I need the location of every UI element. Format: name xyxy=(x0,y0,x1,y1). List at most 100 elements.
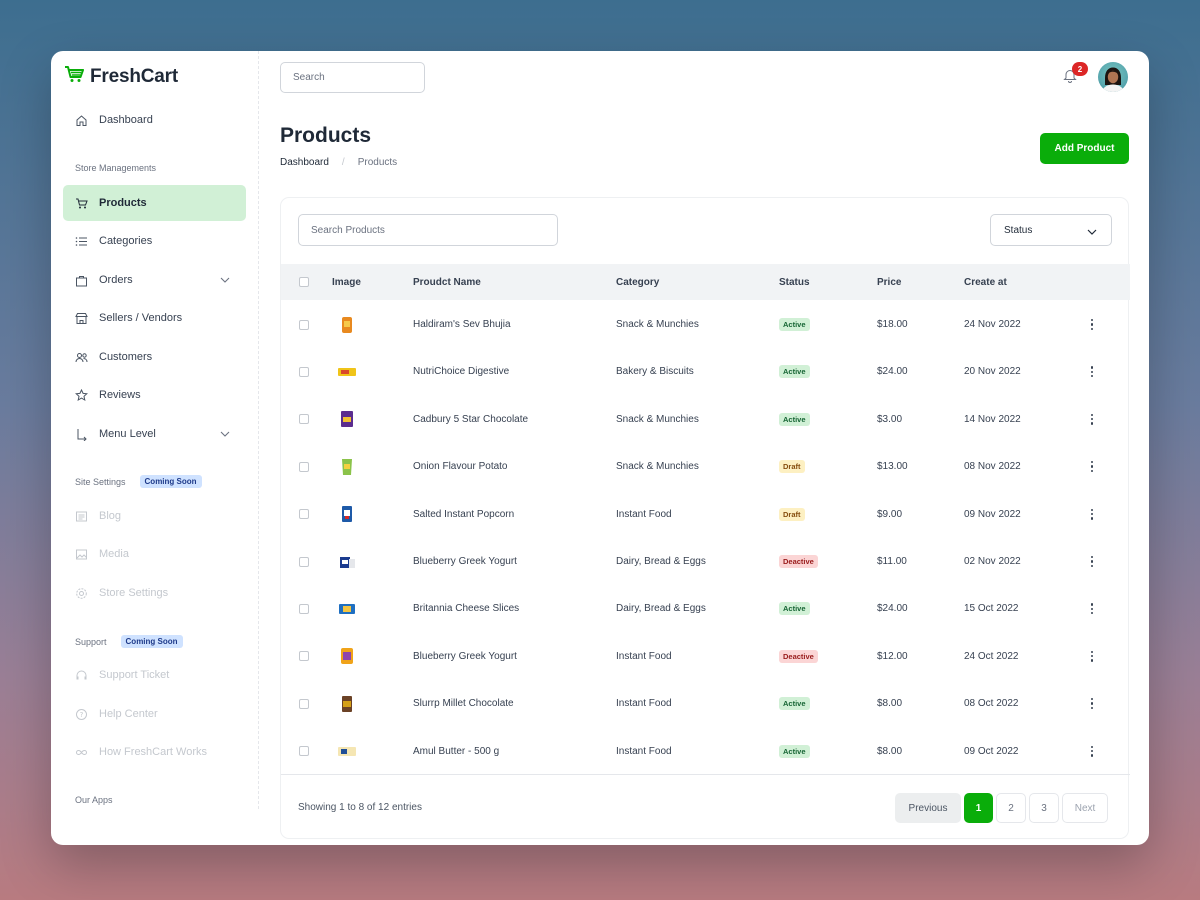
sidebar-item-sellers[interactable]: Sellers / Vendors xyxy=(63,300,246,336)
product-name[interactable]: Slurrp Millet Chocolate xyxy=(413,698,514,710)
row-checkbox[interactable] xyxy=(299,728,309,775)
sidebar-item-reviews[interactable]: Reviews xyxy=(63,377,246,413)
sidebar-item-label: Categories xyxy=(99,235,153,247)
more-options-icon[interactable] xyxy=(1091,728,1094,775)
logo[interactable]: FreshCart xyxy=(64,65,178,88)
pagination-page-2[interactable]: 2 xyxy=(996,793,1026,823)
blog-icon xyxy=(75,510,88,523)
table-row[interactable]: Blueberry Greek Yogurt Dairy, Bread & Egg… xyxy=(281,538,1130,585)
product-name[interactable]: NutriChoice Digestive xyxy=(413,366,510,378)
site-section-label: Site Settings Coming Soon xyxy=(75,475,202,488)
more-options-icon[interactable] xyxy=(1091,538,1094,585)
table-row[interactable]: Amul Butter - 500 g Instant Food Active $8.… xyxy=(281,728,1130,775)
product-category: Instant Food xyxy=(616,508,672,520)
status-badge: Deactive xyxy=(779,649,818,663)
bag-icon xyxy=(75,274,88,287)
product-name[interactable]: Salted Instant Popcorn xyxy=(413,508,515,520)
more-options-icon[interactable] xyxy=(1091,680,1094,727)
entries-info: Showing 1 to 8 of 12 entries xyxy=(298,802,422,813)
table-row[interactable]: Britannia Cheese Slices Dairy, Bread & Eg… xyxy=(281,585,1130,632)
pagination-page-3[interactable]: 3 xyxy=(1029,793,1059,823)
sidebar-item-help-center[interactable]: ? Help Center xyxy=(63,696,246,732)
product-name[interactable]: Blueberry Greek Yogurt xyxy=(413,650,517,662)
more-options-icon[interactable] xyxy=(1091,585,1094,632)
product-thumbnail xyxy=(337,491,357,538)
breadcrumb-dashboard-link[interactable]: Dashboard xyxy=(280,157,329,168)
sidebar-item-products[interactable]: Products xyxy=(63,185,246,221)
sidebar-item-support-ticket[interactable]: Support Ticket xyxy=(63,657,246,693)
product-name[interactable]: Blueberry Greek Yogurt xyxy=(413,556,517,567)
product-date: 09 Oct 2022 xyxy=(964,745,1019,757)
product-price: $11.00 xyxy=(877,556,907,567)
product-name[interactable]: Onion Flavour Potato xyxy=(413,461,508,473)
product-name[interactable]: Cadbury 5 Star Chocolate xyxy=(413,413,529,425)
status-badge: Draft xyxy=(779,507,805,521)
select-all-checkbox[interactable] xyxy=(299,264,309,300)
more-options-icon[interactable] xyxy=(1091,633,1094,680)
sidebar-item-label: Store Settings xyxy=(99,587,169,599)
product-name[interactable]: Amul Butter - 500 g xyxy=(413,745,500,757)
sidebar-item-blog[interactable]: Blog xyxy=(63,498,246,534)
sidebar-item-dashboard[interactable]: Dashboard xyxy=(63,102,246,138)
status-badge: Deactive xyxy=(779,555,818,568)
more-options-icon[interactable] xyxy=(1091,443,1094,490)
pagination-page-1[interactable]: 1 xyxy=(964,793,993,823)
table-row[interactable]: Salted Instant Popcorn Instant Food Draft $… xyxy=(281,491,1130,538)
table-row[interactable]: Blueberry Greek Yogurt Instant Food Deacti… xyxy=(281,633,1130,680)
status-badge: Active xyxy=(779,365,810,379)
breadcrumb: Dashboard / Products xyxy=(280,157,397,168)
more-options-icon[interactable] xyxy=(1091,396,1094,443)
header-price: Price xyxy=(877,276,902,288)
pagination-previous[interactable]: Previous xyxy=(895,793,961,823)
table-row[interactable]: Onion Flavour Potato Snack & Munchies Draf… xyxy=(281,443,1130,490)
row-checkbox[interactable] xyxy=(299,680,309,727)
row-checkbox[interactable] xyxy=(299,348,309,395)
gear-icon xyxy=(75,587,88,600)
list-icon xyxy=(75,235,88,248)
row-checkbox[interactable] xyxy=(299,301,309,348)
product-name[interactable]: Haldiram's Sev Bhujia xyxy=(413,319,511,330)
sidebar-item-store-settings[interactable]: Store Settings xyxy=(63,575,246,611)
sidebar-item-orders[interactable]: Orders xyxy=(63,262,246,298)
table-row[interactable]: Cadbury 5 Star Chocolate Snack & Munchies… xyxy=(281,396,1130,443)
row-checkbox[interactable] xyxy=(299,396,309,443)
row-checkbox[interactable] xyxy=(299,491,309,538)
product-category: Snack & Munchies xyxy=(616,413,699,425)
product-search-input[interactable]: Search Products xyxy=(298,214,558,246)
status-badge-cell: Deactive xyxy=(779,538,818,585)
table-row[interactable]: NutriChoice Digestive Bakery & Biscuits Ac… xyxy=(281,348,1130,395)
sidebar-item-categories[interactable]: Categories xyxy=(63,223,246,259)
product-name[interactable]: Britannia Cheese Slices xyxy=(413,603,520,615)
sidebar-item-menu-level[interactable]: Menu Level xyxy=(63,416,246,452)
avatar[interactable] xyxy=(1098,62,1128,92)
more-options-icon[interactable] xyxy=(1091,491,1094,538)
product-price: $3.00 xyxy=(877,413,903,425)
status-filter-select[interactable]: Status xyxy=(990,214,1112,246)
add-product-button[interactable]: Add Product xyxy=(1040,133,1129,164)
product-price: $8.00 xyxy=(877,698,903,710)
table-row[interactable]: Slurrp Millet Chocolate Instant Food Activ… xyxy=(281,680,1130,727)
product-thumbnail xyxy=(337,585,357,632)
status-badge-cell: Draft xyxy=(779,443,805,490)
table-row[interactable]: Haldiram's Sev Bhujia Snack & Munchies Act… xyxy=(281,301,1130,348)
sidebar-item-media[interactable]: Media xyxy=(63,536,246,572)
product-price: $12.00 xyxy=(877,650,908,662)
sidebar-item-customers[interactable]: Customers xyxy=(63,339,246,375)
logo-text: FreshCart xyxy=(90,65,178,87)
product-thumbnail xyxy=(337,301,357,348)
more-options-icon[interactable] xyxy=(1091,301,1094,348)
row-checkbox[interactable] xyxy=(299,585,309,632)
row-checkbox[interactable] xyxy=(299,633,309,680)
support-section-label: Support Coming Soon xyxy=(75,635,183,648)
product-date: 15 Oct 2022 xyxy=(964,603,1019,615)
product-date: 24 Oct 2022 xyxy=(964,650,1019,662)
sidebar-item-how-it-works[interactable]: How FreshCart Works xyxy=(63,734,246,770)
notification-badge: 2 xyxy=(1072,62,1088,76)
app-window: FreshCart Dashboard Store Managements Pr… xyxy=(51,51,1149,845)
pagination-next[interactable]: Next xyxy=(1062,793,1108,823)
more-options-icon[interactable] xyxy=(1091,348,1094,395)
row-checkbox[interactable] xyxy=(299,443,309,490)
search-input[interactable]: Search xyxy=(280,62,425,93)
product-category: Dairy, Bread & Eggs xyxy=(616,603,706,615)
row-checkbox[interactable] xyxy=(299,538,309,585)
